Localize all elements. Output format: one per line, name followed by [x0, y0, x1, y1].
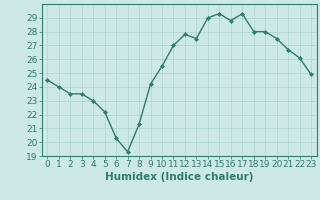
X-axis label: Humidex (Indice chaleur): Humidex (Indice chaleur): [105, 172, 253, 182]
